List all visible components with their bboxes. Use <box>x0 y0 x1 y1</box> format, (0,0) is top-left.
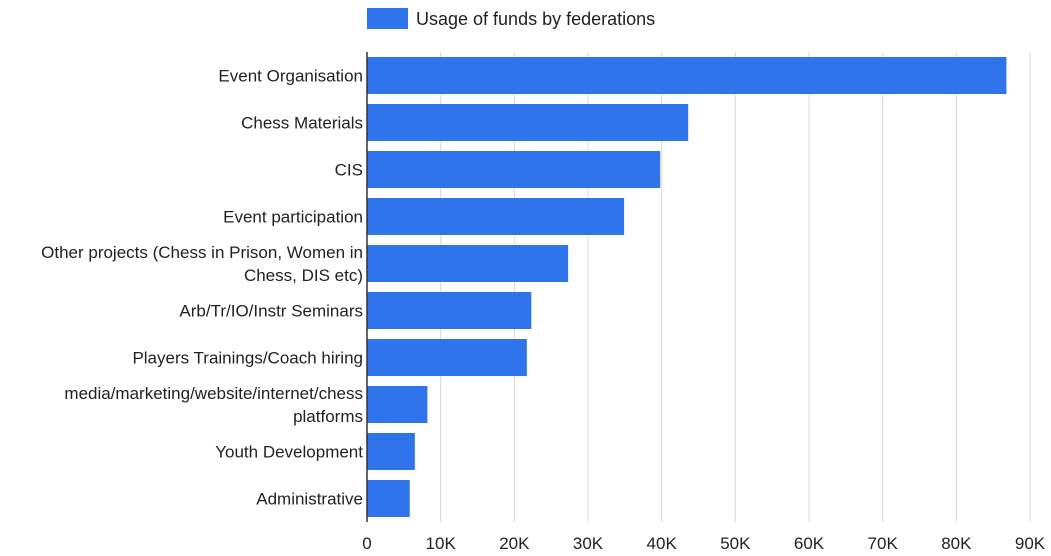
category-labels: Event Organisation Chess Materials CIS Even… <box>41 67 363 509</box>
x-tick-label: 40K <box>647 534 678 553</box>
x-tick-label: 80K <box>941 534 972 553</box>
category-label-line: CIS <box>335 161 363 180</box>
x-tick-label: 90K <box>1015 534 1046 553</box>
category-label-line: platforms <box>293 407 363 426</box>
bar <box>367 104 689 141</box>
legend: Usage of funds by federations <box>367 8 655 29</box>
category-label: Event participation <box>223 208 363 227</box>
category-label-line: Youth Development <box>215 443 363 462</box>
category-label-line: media/marketing/website/internet/chess <box>64 384 363 403</box>
bar <box>367 339 527 376</box>
x-tick-label: 20K <box>499 534 530 553</box>
bar <box>367 57 1007 94</box>
category-label-line: Administrative <box>256 490 363 509</box>
bar <box>367 433 415 470</box>
category-label-line: Players Trainings/Coach hiring <box>132 349 363 368</box>
x-tick-label: 10K <box>426 534 457 553</box>
category-label-line: Chess, DIS etc) <box>244 266 363 285</box>
x-tick-label: 60K <box>794 534 825 553</box>
category-label: Chess Materials <box>241 114 363 133</box>
x-tick-label: 50K <box>720 534 751 553</box>
bar <box>367 480 410 517</box>
bars <box>367 57 1007 517</box>
category-label: Administrative <box>256 490 363 509</box>
x-tick-label: 30K <box>573 534 604 553</box>
category-label-line: Event participation <box>223 208 363 227</box>
category-label: media/marketing/website/internet/chess pl… <box>64 384 363 426</box>
category-label-line: Event Organisation <box>218 67 363 86</box>
legend-label: Usage of funds by federations <box>416 9 655 29</box>
bar <box>367 151 661 188</box>
x-tick-labels: 0 10K 20K 30K 40K 50K 60K 70K 80K 90K <box>362 534 1046 553</box>
legend-swatch <box>367 8 408 29</box>
category-label-line: Other projects (Chess in Prison, Women i… <box>41 243 363 262</box>
bar <box>367 386 428 423</box>
category-label-line: Arb/Tr/IO/Instr Seminars <box>179 302 363 321</box>
bar <box>367 292 532 329</box>
x-tick-label: 70K <box>868 534 899 553</box>
x-tick-label: 0 <box>362 534 371 553</box>
category-label: Event Organisation <box>218 67 363 86</box>
category-label: Players Trainings/Coach hiring <box>132 349 363 368</box>
category-label: Other projects (Chess in Prison, Women i… <box>41 243 363 285</box>
category-label: CIS <box>335 161 363 180</box>
bar <box>367 198 625 235</box>
category-label: Arb/Tr/IO/Instr Seminars <box>179 302 363 321</box>
bar <box>367 245 569 282</box>
category-label-line: Chess Materials <box>241 114 363 133</box>
category-label: Youth Development <box>215 443 363 462</box>
